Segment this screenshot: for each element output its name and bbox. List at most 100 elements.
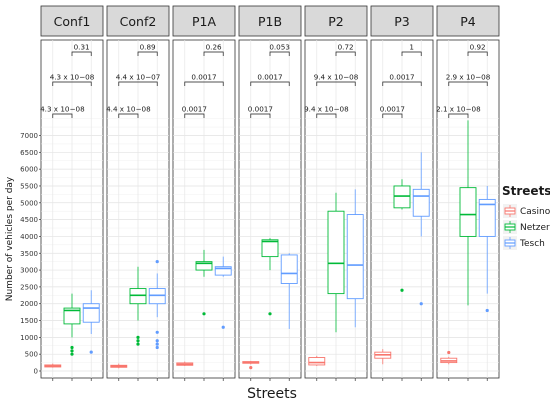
p-value-label: 4.3 x 10−08 bbox=[40, 105, 85, 114]
p-value-label: 2.9 x 10−08 bbox=[446, 73, 491, 82]
box-netzer bbox=[327, 192, 345, 333]
facet-strip-label: P1A bbox=[192, 14, 216, 29]
bracket-line bbox=[467, 51, 488, 56]
box-iqr bbox=[346, 214, 364, 300]
box-iqr bbox=[261, 239, 279, 258]
bracket-line bbox=[335, 51, 356, 56]
outlier-point bbox=[447, 350, 451, 355]
comparison-bracket: 9.4 x 10−08 bbox=[314, 73, 359, 86]
box-tesch bbox=[412, 152, 430, 306]
facet-strip-label: Conf1 bbox=[54, 14, 91, 29]
p-value-label: 0.0017 bbox=[380, 105, 405, 114]
outlier-point bbox=[70, 349, 74, 353]
box-casino bbox=[242, 360, 260, 370]
p-value-label: 1 bbox=[409, 43, 414, 52]
box-netzer bbox=[459, 120, 477, 306]
legend-label: Tesch bbox=[519, 239, 545, 249]
box-iqr bbox=[63, 307, 81, 325]
comparison-bracket: 4.4 x 10−07 bbox=[116, 73, 160, 86]
bracket-line bbox=[52, 81, 92, 86]
comparison-bracket: 4.3 x 10−08 bbox=[50, 73, 95, 86]
outlier-point bbox=[136, 339, 140, 343]
p-value-label: 4.4 x 10−08 bbox=[106, 105, 151, 114]
outlier-point bbox=[136, 335, 140, 339]
facet-strip-label: P1B bbox=[258, 14, 282, 29]
outlier-point bbox=[485, 308, 489, 313]
comparison-bracket: 0.92 bbox=[467, 43, 488, 56]
comparison-bracket: 0.72 bbox=[335, 43, 356, 56]
box-iqr bbox=[148, 288, 166, 305]
comparison-bracket: 0.0017 bbox=[250, 73, 290, 86]
y-tick-label: 6000 bbox=[20, 166, 38, 174]
panel-p3: P3 1 0.0017 0.0017 bbox=[370, 5, 434, 381]
outlier-point bbox=[268, 312, 272, 316]
comparison-bracket: 4.4 x 10−08 bbox=[106, 105, 151, 118]
box-casino bbox=[374, 349, 392, 365]
y-tick-label: 3500 bbox=[20, 250, 38, 258]
comparison-bracket: 1 bbox=[401, 43, 422, 56]
bracket-line bbox=[448, 113, 469, 118]
box-iqr bbox=[280, 254, 298, 284]
bracket-line bbox=[448, 81, 488, 86]
comparison-bracket: 0.0017 bbox=[382, 73, 422, 86]
p-value-label: 0.053 bbox=[269, 43, 290, 52]
legend-key-casino: Casino bbox=[503, 204, 550, 218]
bracket-line bbox=[118, 81, 158, 86]
box-casino bbox=[440, 350, 458, 365]
facet-strip bbox=[370, 5, 434, 37]
outlier-point bbox=[70, 345, 74, 350]
p-value-label: 0.26 bbox=[206, 43, 222, 52]
comparison-bracket: 2.9 x 10−08 bbox=[446, 73, 491, 86]
outlier-point bbox=[155, 260, 159, 264]
y-tick-label: 6500 bbox=[20, 149, 38, 157]
outlier-point bbox=[419, 302, 423, 306]
bracket-line bbox=[71, 51, 92, 56]
box-tesch bbox=[148, 260, 166, 350]
bracket-line bbox=[137, 51, 158, 56]
facet-strip-label: P2 bbox=[328, 14, 344, 29]
y-tick-label: 1500 bbox=[20, 317, 38, 325]
comparison-bracket: 0.0017 bbox=[182, 105, 207, 118]
outlier-point bbox=[155, 342, 159, 346]
bracket-line bbox=[382, 81, 422, 86]
p-value-label: 0.92 bbox=[470, 43, 486, 52]
box-iqr bbox=[393, 185, 411, 209]
p-value-label: 0.0017 bbox=[389, 73, 414, 82]
facet-strip bbox=[304, 5, 368, 37]
box-iqr bbox=[82, 303, 100, 323]
outlier-point bbox=[155, 330, 159, 334]
panel-conf1: Conf1 0.31 4.3 x 10−08 4.3 x 10−08 bbox=[40, 5, 104, 381]
box-iqr bbox=[412, 188, 430, 217]
box-netzer bbox=[63, 293, 81, 356]
box-iqr bbox=[129, 288, 147, 305]
legend-label: Netzer bbox=[520, 223, 550, 233]
facet-strip-label: P3 bbox=[394, 14, 410, 29]
comparison-bracket: 0.26 bbox=[203, 43, 224, 56]
comparison-bracket: 9.4 x 10−08 bbox=[304, 105, 349, 118]
bracket-line bbox=[250, 113, 271, 118]
panel-p4: P4 0.92 2.9 x 10−08 2.1 x 10−08 bbox=[436, 5, 500, 381]
bracket-line bbox=[52, 113, 73, 118]
p-value-label: 0.0017 bbox=[191, 73, 216, 82]
p-value-label: 0.31 bbox=[74, 43, 90, 52]
y-tick-label: 500 bbox=[25, 351, 38, 359]
bracket-line bbox=[316, 113, 337, 118]
facet-strip bbox=[40, 5, 104, 37]
outlier-point bbox=[136, 342, 140, 346]
y-tick-label: 5000 bbox=[20, 199, 38, 207]
y-tick-label: 4500 bbox=[20, 216, 38, 224]
bracket-line bbox=[184, 113, 205, 118]
panel-p2: P2 0.72 9.4 x 10−08 9.4 x 10−08 bbox=[304, 5, 368, 381]
p-value-label: 9.4 x 10−08 bbox=[314, 73, 359, 82]
box-netzer bbox=[261, 238, 279, 316]
p-value-label: 4.3 x 10−08 bbox=[50, 73, 95, 82]
facet-strip bbox=[436, 5, 500, 37]
facet-strip-label: P4 bbox=[460, 14, 476, 29]
y-axis-title: Number of vehicles per day bbox=[5, 176, 15, 301]
legend-key-tesch: Tesch bbox=[503, 236, 545, 250]
box-iqr bbox=[214, 266, 232, 276]
comparison-bracket: 2.1 x 10−08 bbox=[436, 105, 481, 118]
outlier-point bbox=[155, 345, 159, 350]
box-netzer bbox=[393, 179, 411, 292]
